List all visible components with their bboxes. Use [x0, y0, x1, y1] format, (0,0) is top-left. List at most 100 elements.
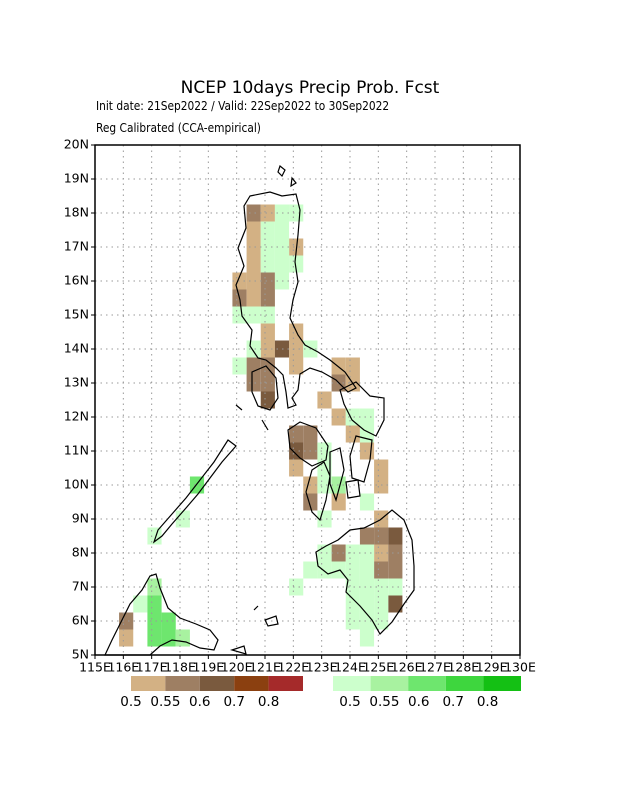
- legend-label: 0.8: [258, 694, 279, 710]
- prob-cell: [331, 476, 346, 494]
- prob-cell: [388, 561, 403, 579]
- coastline: [287, 421, 329, 467]
- x-tick-label: 127E: [419, 660, 451, 675]
- prob-cell: [246, 357, 261, 375]
- x-tick-label: 126E: [391, 660, 423, 675]
- prob-cell: [331, 493, 346, 511]
- x-tick-label: 115E: [79, 660, 111, 675]
- coastline: [229, 605, 279, 655]
- prob-cell: [274, 255, 290, 273]
- prob-cell: [246, 374, 261, 392]
- prob-cell: [359, 408, 375, 426]
- prob-cell: [388, 527, 403, 545]
- prob-cell: [345, 408, 360, 426]
- coastline: [235, 191, 357, 409]
- legend-label: 0.5: [339, 694, 360, 710]
- x-tick-label: 118E: [164, 660, 196, 675]
- prob-cell: [331, 544, 346, 562]
- prob-cell: [260, 255, 275, 273]
- prob-cell: [260, 289, 275, 307]
- prob-cell: [246, 340, 261, 358]
- y-tick-label: 12N: [64, 409, 89, 424]
- coastline: [235, 164, 297, 431]
- y-tick-label: 8N: [72, 545, 89, 560]
- prob-cell: [331, 357, 346, 375]
- prob-cell: [119, 612, 134, 630]
- x-tick-label: 116E: [107, 660, 139, 675]
- plot-frame: [94, 144, 521, 656]
- x-tick-label: 117E: [136, 660, 168, 675]
- y-tick-label: 10N: [64, 477, 89, 492]
- prob-cell: [147, 595, 162, 613]
- prob-cell: [289, 578, 304, 596]
- prob-cell: [317, 391, 332, 409]
- x-tick-label: 121E: [249, 660, 281, 675]
- prob-cell: [388, 578, 403, 596]
- prob-cell: [161, 612, 176, 630]
- prob-cell: [246, 272, 261, 290]
- prob-cell: [246, 289, 261, 307]
- prob-cell: [374, 459, 389, 477]
- legend-swatch: [268, 676, 303, 691]
- coastlines: [104, 164, 415, 656]
- subtitle: Init date: 21Sep2022 / Valid: 22Sep2022 …: [96, 98, 389, 113]
- prob-cell: [345, 544, 360, 562]
- legend-swatch: [131, 676, 166, 691]
- prob-cell: [232, 357, 247, 375]
- coastline: [339, 381, 385, 483]
- prob-cell: [260, 391, 275, 409]
- legend-label: 0.55: [150, 694, 180, 710]
- prob-cell: [289, 459, 304, 477]
- legend-swatch: [333, 676, 371, 691]
- prob-cell: [359, 612, 375, 630]
- prob-cell: [289, 204, 304, 222]
- prob-cell: [260, 374, 275, 392]
- prob-cell: [303, 493, 318, 511]
- legend-label: 0.5: [120, 694, 141, 710]
- legend-swatch: [199, 676, 235, 691]
- legend-label: 0.7: [223, 694, 244, 710]
- prob-cell: [388, 595, 403, 613]
- x-tick-label: 130E: [504, 660, 536, 675]
- coastline: [152, 439, 237, 544]
- x-tick-label: 120E: [221, 660, 253, 675]
- legend: 0.5 0.55 0.6 0.7 0.8 0.5 0.55 0.6 0.7 0.8: [120, 676, 521, 710]
- prob-cell: [260, 221, 275, 239]
- y-tick-label: 18N: [64, 205, 89, 220]
- prob-cell: [246, 255, 261, 273]
- prob-cell: [359, 561, 375, 579]
- prob-cell: [359, 629, 375, 647]
- y-tick-label: 6N: [72, 613, 89, 628]
- prob-cell: [303, 561, 318, 579]
- x-tick-label: 129E: [476, 660, 508, 675]
- y-tick-label: 16N: [64, 273, 89, 288]
- legend-swatch: [445, 676, 484, 691]
- prob-cell: [246, 306, 261, 324]
- prob-cell: [359, 595, 375, 613]
- prob-cell: [246, 238, 261, 256]
- coastline: [305, 447, 361, 522]
- prob-cell: [317, 561, 332, 579]
- y-tick-label: 5N: [72, 647, 89, 662]
- prob-cell: [359, 527, 375, 545]
- prob-cell: [260, 204, 275, 222]
- chart-title: NCEP 10days Precip Prob. Fcst: [181, 78, 440, 98]
- prob-cell: [374, 595, 389, 613]
- prob-cell: [289, 255, 304, 273]
- y-tick-label: 15N: [64, 307, 89, 322]
- grid: 115E116E117E118E119E120E121E122E123E124E…: [64, 137, 536, 675]
- legend-swatch: [234, 676, 269, 691]
- prob-cell: [289, 357, 304, 375]
- prob-cell: [246, 204, 261, 222]
- x-tick-label: 122E: [277, 660, 309, 675]
- prob-cell: [359, 544, 375, 562]
- y-tick-label: 13N: [64, 375, 89, 390]
- prob-cell: [161, 629, 176, 647]
- prob-cell: [345, 595, 360, 613]
- prob-cell: [345, 357, 360, 375]
- prob-cell: [345, 612, 360, 630]
- y-tick-label: 7N: [72, 579, 89, 594]
- legend-swatch: [165, 676, 200, 691]
- y-tick-label: 17N: [64, 239, 89, 254]
